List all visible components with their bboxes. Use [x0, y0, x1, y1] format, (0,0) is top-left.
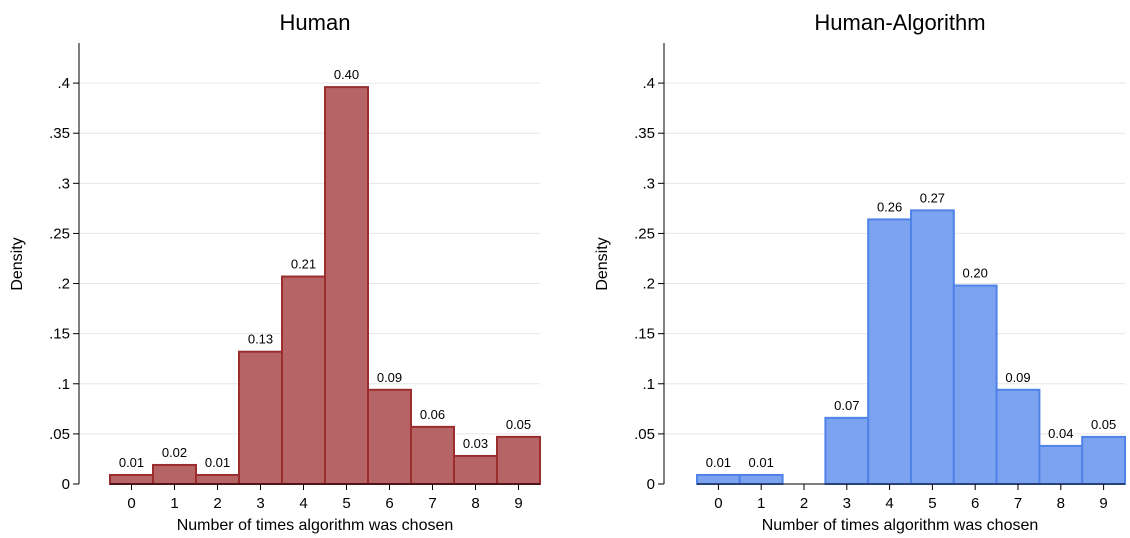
data-label: 0.01	[119, 455, 144, 470]
x-tick-label: 5	[928, 495, 936, 512]
y-tick-label: 0	[647, 476, 655, 493]
bar-5	[324, 86, 369, 485]
bar-1	[738, 473, 784, 486]
chart-panel-human-algorithm: Human-Algorithm Density Number of times …	[594, 10, 1126, 534]
bar-8	[1038, 444, 1084, 485]
bar-7	[995, 388, 1041, 486]
bar-6	[367, 388, 412, 486]
chart-title: Human-Algorithm	[814, 10, 985, 35]
x-tick-label: 7	[1014, 495, 1022, 512]
x-axis-label: Number of times algorithm was chosen	[177, 517, 454, 534]
y-axis-label: Density	[594, 237, 611, 290]
x-tick-label: 6	[971, 495, 979, 512]
x-tick-label: 9	[1099, 495, 1107, 512]
chart-panel-human: Human Density Number of times algorithm …	[9, 10, 541, 534]
bar-8	[453, 454, 498, 486]
data-label: 0.03	[463, 436, 488, 451]
x-tick-label: 1	[170, 495, 178, 512]
data-label: 0.20	[963, 266, 988, 281]
x-tick-label: 6	[385, 495, 393, 512]
data-label: 0.21	[291, 257, 316, 272]
data-label: 0.01	[706, 455, 731, 470]
y-tick-label: .4	[57, 75, 70, 92]
y-tick-label: .2	[642, 276, 655, 293]
x-tick-label: 2	[800, 495, 808, 512]
data-label: 0.40	[334, 67, 359, 82]
data-label: 0.09	[377, 370, 402, 385]
bar-3	[824, 416, 870, 486]
y-tick-label: .05	[634, 426, 655, 443]
y-tick-label: .35	[49, 125, 70, 142]
bar-1	[152, 463, 197, 485]
x-tick-label: 0	[127, 495, 135, 512]
bar-9	[496, 435, 541, 486]
data-label: 0.02	[162, 445, 187, 460]
y-tick-label: .15	[634, 326, 655, 343]
y-tick-label: .1	[642, 376, 655, 393]
data-label: 0.09	[1005, 370, 1030, 385]
bar-4	[867, 218, 913, 485]
data-label: 0.05	[1091, 417, 1116, 432]
bar-0	[109, 473, 154, 486]
x-tick-label: 9	[514, 495, 522, 512]
x-tick-label: 3	[843, 495, 851, 512]
y-tick-label: .15	[49, 326, 70, 343]
bar-9	[1081, 435, 1126, 486]
data-label: 0.01	[749, 455, 774, 470]
y-tick-label: .25	[49, 225, 70, 242]
data-label: 0.13	[248, 332, 273, 347]
y-axis-label: Density	[9, 237, 26, 290]
bar-5	[910, 209, 955, 485]
y-tick-label: .3	[57, 175, 70, 192]
bar-2	[195, 473, 240, 486]
data-label: 0.27	[920, 190, 945, 205]
bar-4	[281, 275, 326, 485]
data-label: 0.06	[420, 407, 445, 422]
y-tick-label: .4	[642, 75, 655, 92]
x-tick-label: 8	[1057, 495, 1065, 512]
y-tick-label: .1	[57, 376, 70, 393]
data-label: 0.05	[506, 417, 531, 432]
y-tick-label: .35	[634, 125, 655, 142]
y-tick-label: .05	[49, 426, 70, 443]
bar-3	[238, 350, 283, 486]
x-tick-label: 2	[213, 495, 221, 512]
data-label: 0.26	[877, 199, 902, 214]
y-tick-label: 0	[62, 476, 70, 493]
x-tick-label: 4	[885, 495, 893, 512]
bar-0	[696, 473, 741, 486]
y-tick-label: .25	[634, 225, 655, 242]
x-tick-label: 1	[757, 495, 765, 512]
bar-7	[410, 425, 455, 485]
y-tick-label: .2	[57, 276, 70, 293]
data-label: 0.07	[834, 398, 859, 413]
x-tick-label: 8	[471, 495, 479, 512]
x-tick-label: 4	[299, 495, 307, 512]
x-axis-label: Number of times algorithm was chosen	[762, 517, 1039, 534]
y-tick-label: .3	[642, 175, 655, 192]
data-label: 0.04	[1048, 426, 1073, 441]
x-tick-label: 3	[256, 495, 264, 512]
x-tick-label: 0	[714, 495, 722, 512]
x-tick-label: 7	[428, 495, 436, 512]
x-tick-label: 5	[342, 495, 350, 512]
chart-title: Human	[280, 10, 351, 35]
data-label: 0.01	[205, 455, 230, 470]
bar-6	[952, 284, 998, 485]
